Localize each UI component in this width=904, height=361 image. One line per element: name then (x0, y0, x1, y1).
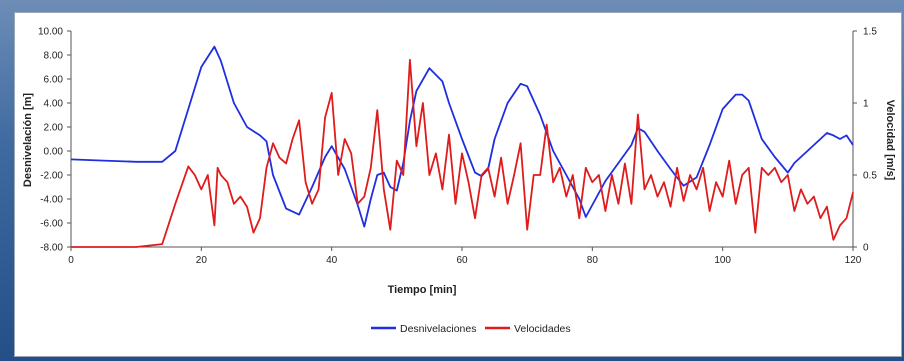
y2-tick-label: 0.5 (863, 171, 877, 182)
y-tick-label: 0.00 (44, 147, 64, 158)
y2-tick-label: 1.5 (863, 27, 877, 38)
y-tick-label: 8.00 (44, 51, 64, 62)
y2-tick-label: 1 (863, 99, 869, 110)
y-axis-title: Desnivelación [m] (22, 93, 34, 187)
y-tick-label: 4.00 (44, 99, 64, 110)
legend-label-velocidades: Velocidades (514, 323, 571, 335)
x-tick-label: 60 (456, 255, 468, 266)
series-line-velocidades (71, 58, 854, 248)
y-tick-label: 10.00 (38, 27, 63, 38)
x-axis-title: Tiempo [min] (388, 284, 457, 296)
x-tick-label: 40 (326, 255, 338, 266)
y2-tick-label: 0 (863, 243, 869, 254)
chart-frame: 10.00 8.00 6.00 4.00 2.00 0.00 -2.00 -4.00 -6.00… (14, 12, 902, 357)
y-tick-label: -8.00 (40, 243, 63, 254)
ticks-layer: 10.00 8.00 6.00 4.00 2.00 0.00 -2.00 -4.00 -6.00… (38, 27, 877, 267)
line-chart: 10.00 8.00 6.00 4.00 2.00 0.00 -2.00 -4.00 -6.00… (22, 27, 896, 336)
y-tick-label: -2.00 (40, 171, 63, 182)
series-layer (70, 45, 854, 248)
y2-axis-title: Velocidad [m/s] (884, 100, 896, 181)
legend: Desnivelaciones Velocidades (371, 323, 571, 335)
x-tick-label: 80 (587, 255, 599, 266)
x-tick-label: 0 (68, 255, 74, 266)
legend-label-desnivelaciones: Desnivelaciones (400, 323, 476, 335)
x-tick-label: 20 (196, 255, 208, 266)
y-tick-label: 6.00 (44, 75, 64, 86)
y-tick-label: -6.00 (40, 219, 63, 230)
x-tick-label: 100 (714, 255, 731, 266)
y-tick-label: -4.00 (40, 195, 63, 206)
x-tick-label: 120 (845, 255, 862, 266)
y-tick-label: 2.00 (44, 123, 64, 134)
